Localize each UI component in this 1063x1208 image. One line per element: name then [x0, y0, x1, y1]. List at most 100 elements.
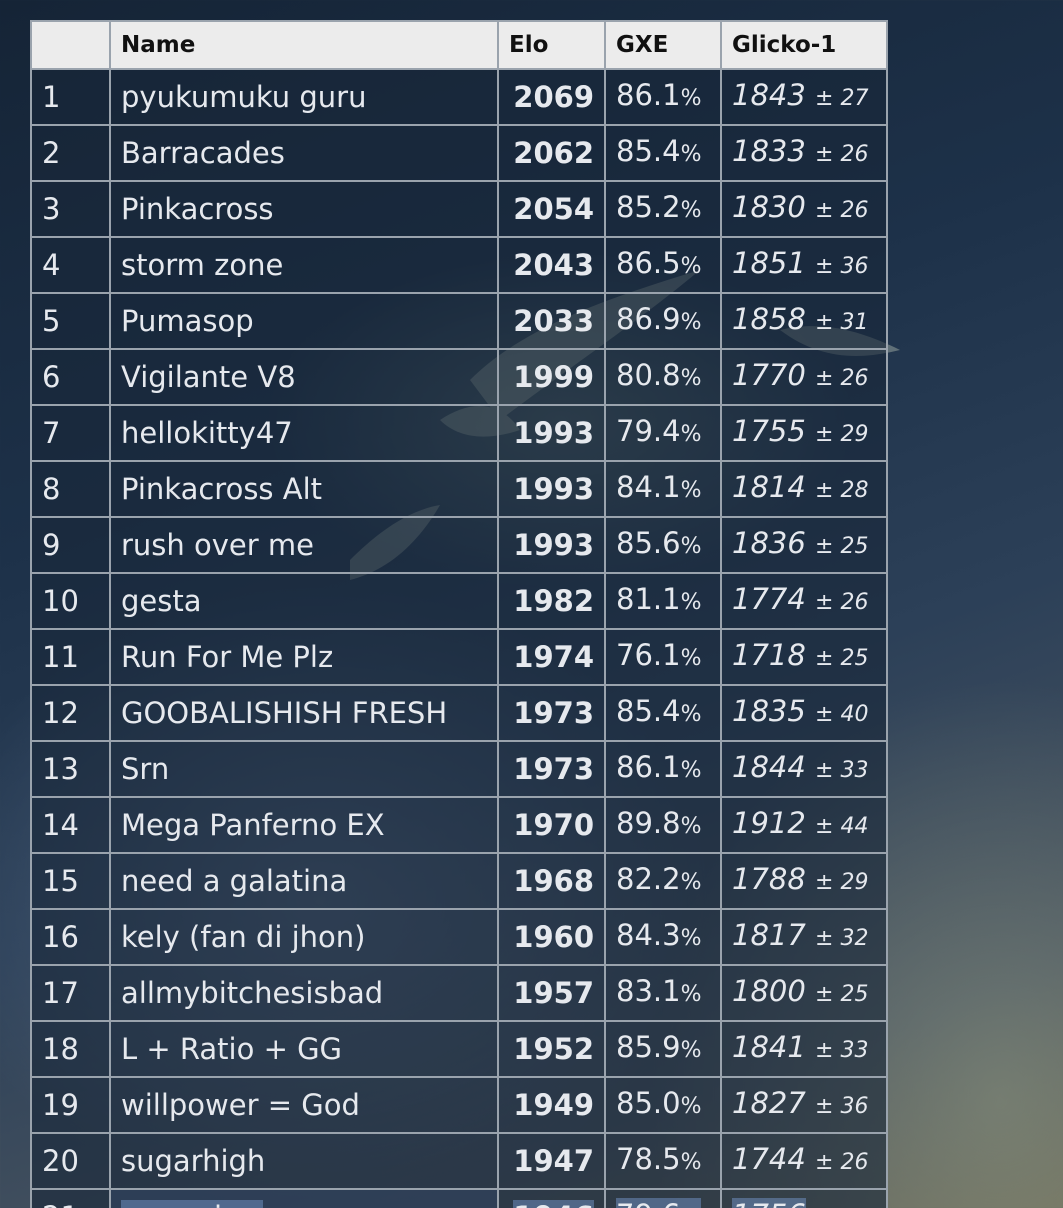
player-name-cell[interactable]: Pinkacross: [109, 180, 499, 238]
player-name-cell[interactable]: Mega Panferno EX: [109, 796, 499, 854]
player-name-link[interactable]: need a galatina: [121, 864, 348, 898]
elo-cell: 2033: [497, 292, 606, 350]
player-name-cell[interactable]: allmybitchesisbad: [109, 964, 499, 1022]
gxe-value: 80.8: [616, 358, 681, 392]
elo-value: 1982: [513, 584, 594, 618]
gxe-value: 86.5: [616, 246, 681, 280]
gxe-value: 89.8: [616, 806, 681, 840]
glicko-rating: 1817: [732, 918, 806, 952]
gxe-cell: 85.0%: [604, 1076, 722, 1134]
rank-cell: 18: [30, 1020, 111, 1078]
player-name-link[interactable]: GOOBALISHISH FRESH: [121, 696, 448, 730]
player-name-link[interactable]: rush over me: [121, 528, 314, 562]
player-name-cell[interactable]: sugarhigh: [109, 1132, 499, 1190]
table-row: 11 Run For Me Plz 1974 76.1% 1718 ± 25: [30, 628, 888, 686]
player-name-link[interactable]: L + Ratio + GG: [121, 1032, 343, 1066]
gxe-cell: 80.8%: [604, 348, 722, 406]
player-name-link[interactable]: Pinkacross Alt: [121, 472, 323, 506]
gxe-cell: 85.6%: [604, 516, 722, 574]
elo-cell: 1947: [497, 1132, 606, 1190]
player-name-cell[interactable]: kely (fan di jhon): [109, 908, 499, 966]
player-name-link[interactable]: pyukumuku guru: [121, 80, 367, 114]
player-name-link[interactable]: Pinkacross: [121, 192, 274, 226]
player-name-cell[interactable]: need a galatina: [109, 852, 499, 910]
table-row: 18 L + Ratio + GG 1952 85.9% 1841 ± 33: [30, 1020, 888, 1078]
player-name-link[interactable]: kely (fan di jhon): [121, 920, 366, 954]
player-name-cell[interactable]: Run For Me Plz: [109, 628, 499, 686]
percent-sign: %: [680, 86, 702, 111]
elo-value: 2069: [513, 80, 594, 114]
rank-cell: 7: [30, 404, 111, 462]
player-name-cell[interactable]: GOOBALISHISH FRESH: [109, 684, 499, 742]
glicko-cell: 1814 ± 28: [720, 460, 888, 518]
player-name-link[interactable]: storm zone: [121, 248, 284, 282]
player-name-link[interactable]: Srn: [121, 752, 170, 786]
player-name-cell[interactable]: Vigilante V8: [109, 348, 499, 406]
player-name-cell[interactable]: hellokitty47: [109, 404, 499, 462]
player-name-cell[interactable]: Barracades: [109, 124, 499, 182]
rank-cell: 13: [30, 740, 111, 798]
player-name-link[interactable]: Pumasop: [121, 304, 254, 338]
player-name-link[interactable]: serperiorr: [121, 1200, 264, 1208]
glicko-cell: 1774 ± 26: [720, 572, 888, 630]
player-name-link[interactable]: Mega Panferno EX: [121, 808, 385, 842]
player-name-cell[interactable]: willpower = God: [109, 1076, 499, 1134]
table-row: 14 Mega Panferno EX 1970 89.8% 1912 ± 44: [30, 796, 888, 854]
rank-cell: 8: [30, 460, 111, 518]
gxe-value: 84.3: [616, 918, 681, 952]
elo-header: Elo: [497, 20, 606, 70]
glicko-deviation: ± 26: [815, 590, 869, 615]
player-name-link[interactable]: gesta: [121, 584, 202, 618]
glicko-rating: 1851: [732, 246, 806, 280]
glicko-deviation: ± 26: [815, 142, 869, 167]
player-name-cell[interactable]: Pinkacross Alt: [109, 460, 499, 518]
player-name-link[interactable]: Barracades: [121, 136, 285, 170]
rank-cell: 21: [30, 1188, 111, 1208]
glicko-rating: 1858: [732, 302, 806, 336]
player-name-cell[interactable]: Pumasop: [109, 292, 499, 350]
player-name-link[interactable]: hellokitty47: [121, 416, 293, 450]
player-name-link[interactable]: Run For Me Plz: [121, 640, 334, 674]
table-row: 7 hellokitty47 1993 79.4% 1755 ± 29: [30, 404, 888, 462]
glicko-rating: 1841: [732, 1030, 806, 1064]
gxe-cell: 79.4%: [604, 404, 722, 462]
player-name-cell[interactable]: Srn: [109, 740, 499, 798]
glicko-rating: 1836: [732, 526, 806, 560]
glicko-cell: 1788 ± 29: [720, 852, 888, 910]
elo-cell: 1946: [497, 1188, 606, 1208]
gxe-cell: 79.6%: [604, 1188, 722, 1208]
glicko-deviation: ± 40: [815, 702, 869, 727]
percent-sign: %: [680, 366, 702, 391]
player-name-cell[interactable]: serperiorr: [109, 1188, 499, 1208]
table-row: 4 storm zone 2043 86.5% 1851 ± 36: [30, 236, 888, 294]
glicko-cell: 1756 ± 30: [720, 1188, 888, 1208]
glicko-rating: 1788: [732, 862, 806, 896]
player-name-cell[interactable]: gesta: [109, 572, 499, 630]
table-row: 2 Barracades 2062 85.4% 1833 ± 26: [30, 124, 888, 182]
gxe-cell: 86.1%: [604, 740, 722, 798]
player-name-cell[interactable]: storm zone: [109, 236, 499, 294]
table-row: 17 allmybitchesisbad 1957 83.1% 1800 ± 25: [30, 964, 888, 1022]
elo-cell: 1968: [497, 852, 606, 910]
gxe-value: 85.4: [616, 694, 681, 728]
player-name-link[interactable]: sugarhigh: [121, 1144, 266, 1178]
elo-cell: 1993: [497, 516, 606, 574]
player-name-cell[interactable]: rush over me: [109, 516, 499, 574]
glicko-cell: 1833 ± 26: [720, 124, 888, 182]
player-name-link[interactable]: Vigilante V8: [121, 360, 296, 394]
rank-cell: 3: [30, 180, 111, 238]
glicko-cell: 1817 ± 32: [720, 908, 888, 966]
gxe-value-wrap: 85.4%: [616, 694, 701, 728]
player-name-link[interactable]: willpower = God: [121, 1088, 360, 1122]
player-name-link[interactable]: allmybitchesisbad: [121, 976, 384, 1010]
percent-sign: %: [680, 926, 702, 951]
gxe-cell: 85.4%: [604, 684, 722, 742]
table-row: 1 pyukumuku guru 2069 86.1% 1843 ± 27: [30, 68, 888, 126]
gxe-value-wrap: 81.1%: [616, 582, 701, 616]
player-name-cell[interactable]: L + Ratio + GG: [109, 1020, 499, 1078]
player-name-cell[interactable]: pyukumuku guru: [109, 68, 499, 126]
rank-cell: 16: [30, 908, 111, 966]
gxe-value-wrap: 85.9%: [616, 1030, 701, 1064]
glicko-deviation: ± 26: [815, 198, 869, 223]
elo-cell: 1999: [497, 348, 606, 406]
